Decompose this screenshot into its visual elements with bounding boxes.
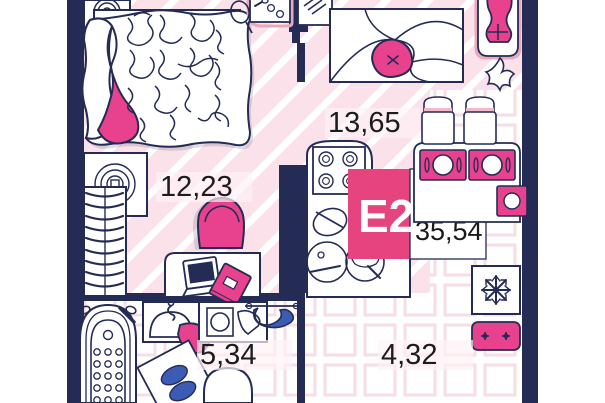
- svg-text:E2: E2: [358, 190, 414, 242]
- svg-text:5,34: 5,34: [200, 339, 256, 371]
- svg-text:13,65: 13,65: [328, 107, 401, 139]
- svg-text:4,32: 4,32: [381, 339, 437, 371]
- svg-text:12,23: 12,23: [160, 171, 233, 203]
